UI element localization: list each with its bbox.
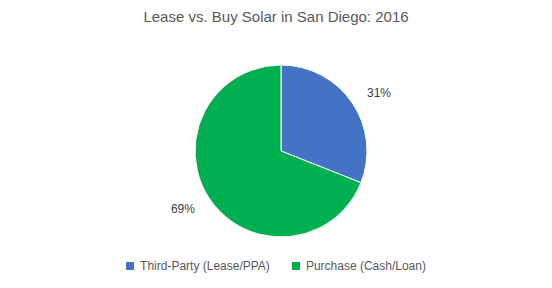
svg-text:69%: 69% [171, 202, 195, 216]
html-text:Purchase (Cash/Loan): Purchase (Cash/Loan) [305, 259, 426, 273]
html-text:Lease vs. Buy Solar in San Die: Lease vs. Buy Solar in San Diego: 2016 [143, 8, 409, 25]
svg-text:31%: 31% [367, 86, 391, 100]
html-text:Third-Party (Lease/PPA): Third-Party (Lease/PPA) [140, 259, 270, 273]
